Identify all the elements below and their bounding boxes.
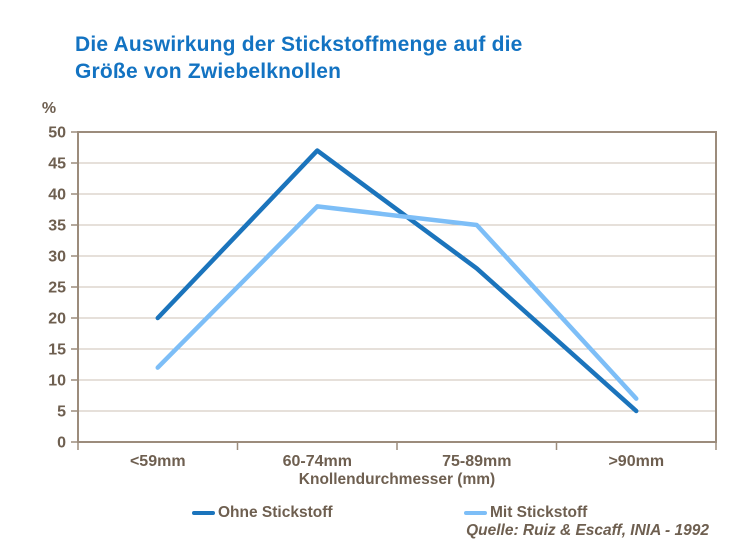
chart-title-line1: Die Auswirkung der Stickstoffmenge auf d… xyxy=(75,33,523,56)
chart-title: Die Auswirkung der Stickstoffmenge auf d… xyxy=(75,31,635,85)
plot-border xyxy=(77,131,717,443)
legend-label-mit: Mit Stickstoff xyxy=(490,504,588,521)
x-axis-title: Knollendurchmesser (mm) xyxy=(299,471,495,488)
x-axis-tick-label: >90mm xyxy=(608,453,664,470)
tick-layer xyxy=(71,131,717,450)
x-axis-tick-label: <59mm xyxy=(130,453,186,470)
y-axis-tick-label: 30 xyxy=(48,249,66,266)
chart-title-line2: Größe von Zwiebelknollen xyxy=(75,60,342,83)
y-axis-tick-label: 0 xyxy=(57,435,66,452)
y-axis-tick-label: 45 xyxy=(48,156,66,173)
y-axis-tick-label: 35 xyxy=(48,218,66,235)
legend-line-swatch-mit xyxy=(464,510,487,516)
y-axis-tick-label: 10 xyxy=(48,373,66,390)
y-axis-unit-label: % xyxy=(42,100,56,117)
source-citation: Quelle: Ruiz & Escaff, INIA - 1992 xyxy=(466,522,709,539)
legend-line-swatch-ohne xyxy=(192,510,215,516)
y-axis-tick-label: 40 xyxy=(48,187,66,204)
label-layer: 0 5 10 15 20 25 30 35 40 45 50 <59mm 60-74mm 75-89mm >… xyxy=(48,125,664,471)
y-axis-tick-label: 25 xyxy=(48,280,66,297)
legend-entry-ohne-stickstoff: Ohne Stickstoff xyxy=(192,504,333,522)
series-line-ohne-stickstoff xyxy=(155,148,639,414)
legend-entry-mit-stickstoff: Mit Stickstoff xyxy=(464,504,587,522)
series-line-mit-stickstoff xyxy=(155,204,639,401)
series-layer xyxy=(155,148,639,414)
y-axis-tick-label: 15 xyxy=(48,342,66,359)
x-axis-tick-label: 60-74mm xyxy=(283,453,352,470)
y-axis-tick-label: 20 xyxy=(48,311,66,328)
x-axis-tick-label: 75-89mm xyxy=(442,453,511,470)
y-axis-tick-label: 50 xyxy=(48,125,66,142)
grid-layer xyxy=(78,162,716,412)
y-axis-tick-label: 5 xyxy=(57,404,66,421)
legend-label-ohne: Ohne Stickstoff xyxy=(218,504,333,521)
chart-legend: Ohne Stickstoff Mit Stickstoff xyxy=(0,504,730,522)
